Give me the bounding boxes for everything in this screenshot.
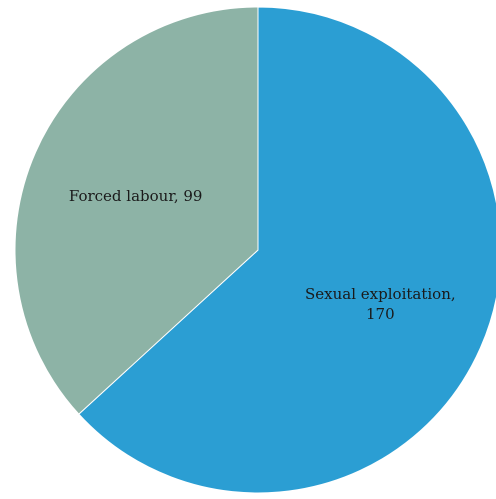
slice-label-line: Sexual exploitation,	[305, 285, 456, 303]
slice-label-sexual-exploitation: Sexual exploitation, 170	[305, 285, 456, 323]
slice-label-forced-labour: Forced labour, 99	[69, 187, 203, 205]
slice-label-line: 170	[366, 305, 395, 323]
pie-slice-sexual-exploitation	[78, 6, 496, 494]
slice-label-line: Forced labour, 99	[69, 187, 203, 205]
pie-slice-forced-labour	[14, 6, 259, 415]
